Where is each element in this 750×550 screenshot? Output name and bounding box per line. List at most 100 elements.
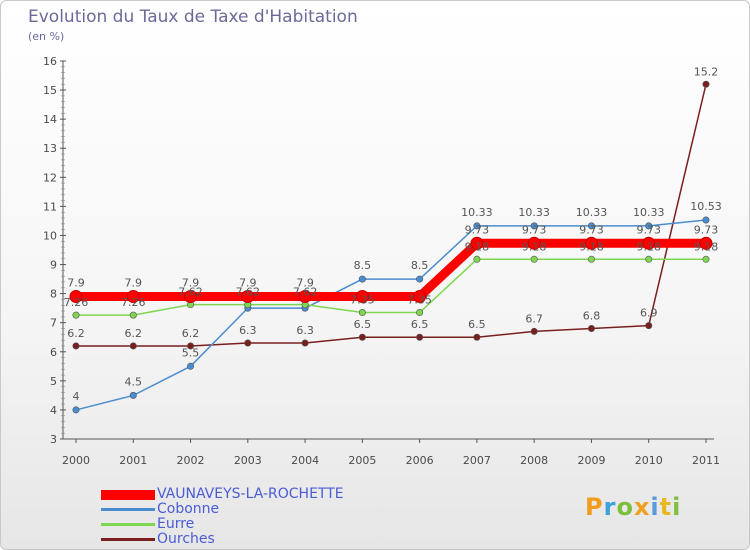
data-point <box>527 236 541 250</box>
data-label: 6.9 <box>640 307 658 320</box>
data-point <box>470 236 484 250</box>
series-line-vaunaveys-la-rochette <box>71 238 711 302</box>
x-tick-label: 2009 <box>577 454 605 467</box>
data-point <box>584 236 598 250</box>
data-point <box>241 290 255 304</box>
data-point <box>530 255 538 263</box>
data-label: 6.3 <box>296 324 314 337</box>
data-label: 7.9 <box>239 277 257 290</box>
data-point <box>187 362 195 370</box>
data-point <box>72 342 80 350</box>
y-tick-label: 13 <box>43 142 57 155</box>
data-point <box>126 290 140 304</box>
data-point <box>72 311 80 319</box>
data-label: 6.8 <box>583 310 601 323</box>
x-tick-label: 2007 <box>463 454 491 467</box>
data-point <box>416 333 424 341</box>
y-tick-label: 6 <box>50 346 57 359</box>
data-point <box>184 290 198 304</box>
logo-letter: i <box>650 493 660 521</box>
data-point <box>645 255 653 263</box>
data-label: 7.62 <box>293 286 318 299</box>
data-label: 9.73 <box>522 223 547 236</box>
data-label: 10.53 <box>690 200 722 213</box>
data-label: 9.18 <box>579 240 604 253</box>
data-point <box>473 222 481 230</box>
data-label: 8.5 <box>411 259 429 272</box>
data-label: 6.5 <box>354 318 372 331</box>
legend-swatch <box>101 508 155 511</box>
x-tick-label: 2010 <box>635 454 663 467</box>
legend-swatch <box>101 538 155 541</box>
data-label: 5.5 <box>182 346 200 359</box>
logo-letter: r <box>603 493 617 521</box>
legend-swatch <box>101 490 155 500</box>
y-tick-label: 10 <box>43 229 57 242</box>
data-label: 9.18 <box>522 240 547 253</box>
data-label: 7.35 <box>350 294 375 307</box>
data-point <box>358 275 366 283</box>
data-point <box>587 325 595 333</box>
legend-label: Eurre <box>157 516 195 532</box>
data-label: 6.5 <box>468 318 486 331</box>
logo-letter: P <box>585 493 604 521</box>
series-line-cobonne <box>75 219 707 411</box>
x-tick-label: 2003 <box>234 454 262 467</box>
series-line-eurre <box>75 258 707 316</box>
data-label: 8.5 <box>354 259 372 272</box>
data-point <box>702 216 710 224</box>
data-point <box>645 322 653 330</box>
data-point <box>301 339 309 347</box>
data-point <box>358 309 366 317</box>
data-point <box>129 342 137 350</box>
data-point <box>702 255 710 263</box>
data-point <box>358 333 366 341</box>
y-tick-label: 9 <box>50 259 57 272</box>
data-point <box>69 290 83 304</box>
x-tick-label: 2000 <box>62 454 90 467</box>
proxiti-logo: Proxiti <box>585 493 681 521</box>
x-tick-label: 2005 <box>348 454 376 467</box>
data-label: 7.9 <box>67 277 85 290</box>
data-point <box>530 327 538 335</box>
data-label: 4 <box>73 390 80 403</box>
data-point <box>187 342 195 350</box>
legend-swatch <box>101 523 155 526</box>
data-point <box>587 255 595 263</box>
data-point <box>72 406 80 414</box>
data-label: 7.62 <box>236 286 261 299</box>
logo-letter: i <box>672 493 682 521</box>
data-label: 7.35 <box>407 294 432 307</box>
x-tick-label: 2011 <box>692 454 720 467</box>
x-tick-label: 2004 <box>291 454 319 467</box>
y-tick-label: 3 <box>50 433 57 446</box>
data-point <box>530 222 538 230</box>
y-tick-label: 8 <box>50 288 57 301</box>
data-label: 7.9 <box>125 277 143 290</box>
chart-title: Evolution du Taux de Taxe d'Habitation <box>28 7 358 27</box>
series-line-ourches <box>75 83 707 347</box>
data-point <box>699 236 713 250</box>
logo-letter: x <box>633 493 651 521</box>
data-point <box>416 309 424 317</box>
data-point <box>642 236 656 250</box>
data-label: 10.33 <box>633 206 665 219</box>
y-tick-label: 15 <box>43 84 57 97</box>
x-tick-label: 2008 <box>520 454 548 467</box>
data-label: 10.33 <box>518 206 550 219</box>
data-label: 6.2 <box>125 327 143 340</box>
data-label: 10.33 <box>461 206 493 219</box>
data-label: 7.9 <box>296 277 314 290</box>
legend-label: VAUNAVEYS-LA-ROCHETTE <box>157 486 344 502</box>
data-label: 9.18 <box>694 240 719 253</box>
data-point <box>473 255 481 263</box>
data-point <box>129 311 137 319</box>
data-point <box>244 339 252 347</box>
data-label: 7.9 <box>182 277 200 290</box>
logo-letter: t <box>659 493 673 521</box>
y-tick-label: 14 <box>43 113 57 126</box>
data-label: 9.73 <box>636 223 661 236</box>
x-tick-label: 2006 <box>406 454 434 467</box>
